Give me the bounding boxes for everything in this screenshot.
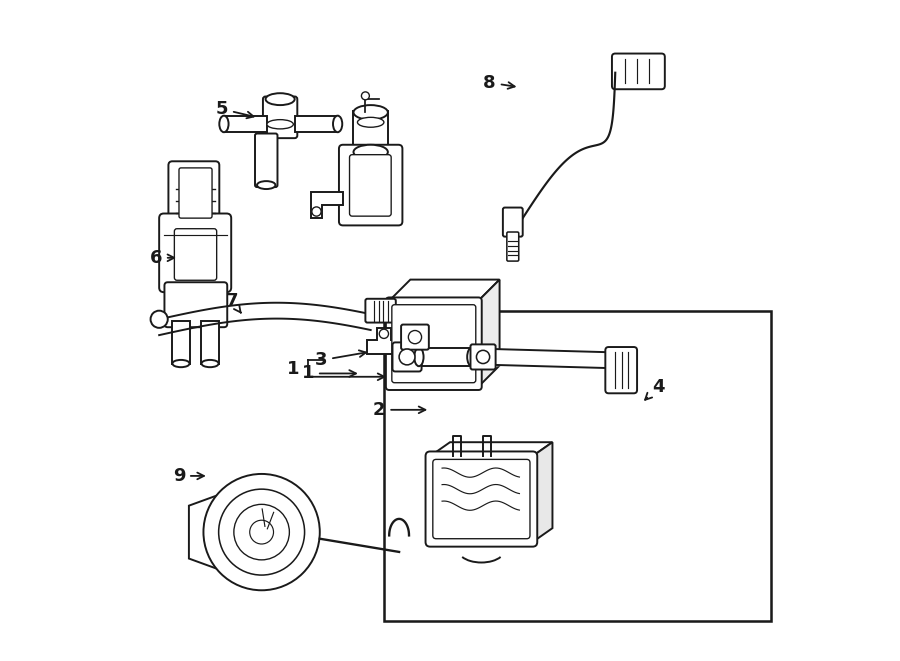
Circle shape — [399, 349, 415, 365]
FancyBboxPatch shape — [606, 347, 637, 393]
FancyBboxPatch shape — [503, 208, 523, 237]
FancyBboxPatch shape — [255, 134, 277, 187]
Circle shape — [249, 520, 274, 544]
Circle shape — [219, 489, 304, 575]
Bar — [294, 116, 338, 132]
Circle shape — [203, 474, 320, 590]
Text: 1: 1 — [302, 364, 356, 383]
FancyBboxPatch shape — [263, 97, 297, 138]
Circle shape — [379, 329, 389, 338]
FancyBboxPatch shape — [401, 325, 428, 350]
Text: 8: 8 — [483, 73, 515, 92]
Circle shape — [362, 92, 369, 100]
FancyBboxPatch shape — [349, 155, 392, 216]
FancyBboxPatch shape — [179, 168, 212, 218]
Text: 4: 4 — [645, 377, 664, 400]
Circle shape — [312, 207, 321, 216]
FancyBboxPatch shape — [165, 282, 227, 327]
Text: 1: 1 — [287, 360, 300, 377]
Polygon shape — [367, 328, 404, 354]
FancyBboxPatch shape — [365, 299, 396, 323]
Polygon shape — [189, 492, 225, 572]
Circle shape — [409, 330, 421, 344]
Ellipse shape — [414, 348, 424, 366]
FancyBboxPatch shape — [168, 161, 220, 225]
Text: 9: 9 — [173, 467, 204, 485]
Circle shape — [476, 350, 490, 364]
FancyBboxPatch shape — [339, 145, 402, 225]
FancyBboxPatch shape — [426, 451, 537, 547]
Circle shape — [150, 311, 167, 328]
Circle shape — [234, 504, 290, 560]
Text: 3: 3 — [315, 350, 366, 369]
Ellipse shape — [220, 116, 229, 132]
Polygon shape — [479, 280, 500, 387]
Ellipse shape — [354, 145, 388, 159]
Ellipse shape — [467, 348, 476, 366]
Text: 5: 5 — [216, 100, 254, 118]
Ellipse shape — [354, 105, 388, 120]
Polygon shape — [389, 280, 500, 301]
Text: 7: 7 — [226, 292, 241, 313]
Ellipse shape — [266, 93, 294, 105]
Ellipse shape — [333, 116, 342, 132]
FancyBboxPatch shape — [159, 214, 231, 292]
Ellipse shape — [202, 360, 219, 368]
Bar — [418, 348, 472, 366]
Polygon shape — [311, 192, 343, 218]
Ellipse shape — [267, 120, 293, 129]
Ellipse shape — [357, 118, 384, 128]
Text: 6: 6 — [149, 249, 175, 267]
FancyBboxPatch shape — [433, 459, 530, 539]
Ellipse shape — [257, 181, 275, 189]
Bar — [354, 111, 388, 152]
FancyBboxPatch shape — [392, 342, 421, 371]
FancyBboxPatch shape — [507, 232, 518, 261]
FancyBboxPatch shape — [612, 54, 665, 89]
Bar — [224, 116, 267, 132]
FancyBboxPatch shape — [175, 229, 217, 280]
Text: 2: 2 — [373, 401, 426, 419]
Polygon shape — [430, 442, 553, 456]
FancyBboxPatch shape — [392, 305, 476, 383]
FancyBboxPatch shape — [471, 344, 496, 369]
FancyBboxPatch shape — [386, 297, 482, 390]
Bar — [202, 321, 219, 364]
Ellipse shape — [173, 360, 190, 368]
Polygon shape — [533, 442, 553, 542]
Bar — [173, 321, 190, 364]
Bar — [384, 311, 770, 621]
